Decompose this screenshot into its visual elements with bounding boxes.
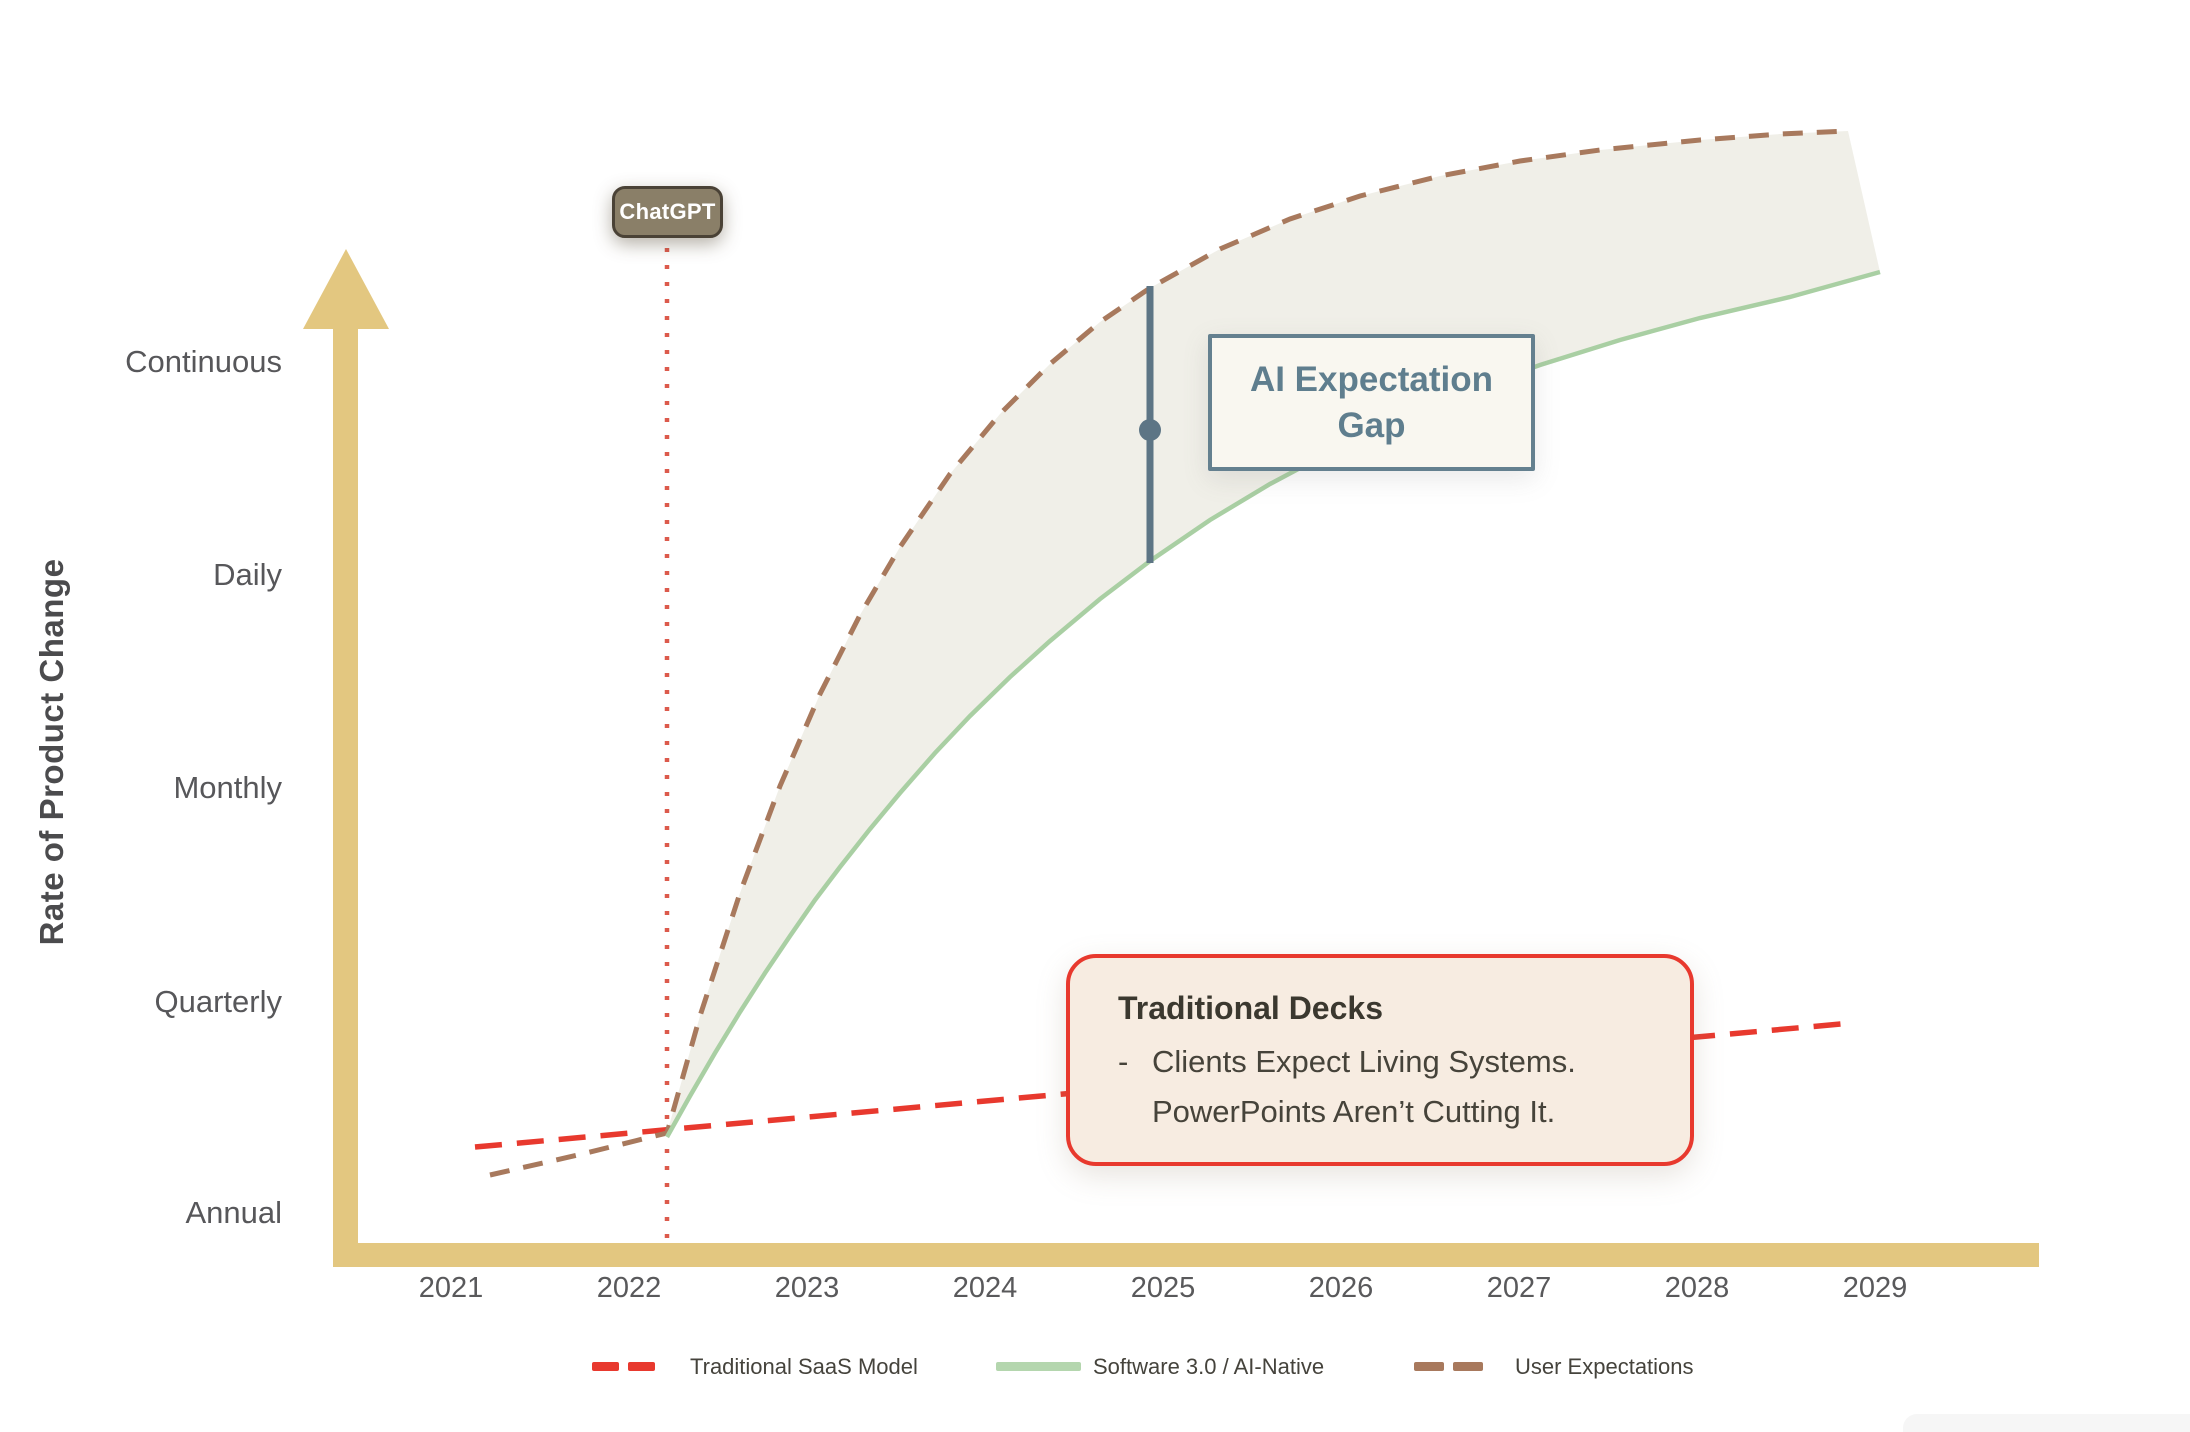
y-axis-arrowhead [303, 249, 389, 329]
brown-dash-segment [1453, 1362, 1483, 1371]
legend-label-traditional-saas: Traditional SaaS Model [690, 1354, 918, 1379]
red-dash-segment [592, 1362, 619, 1371]
red-dash-segment [628, 1362, 655, 1371]
decks-callout-body: Clients Expect Living Systems. PowerPoin… [1152, 1037, 1576, 1137]
legend-label-software-3: Software 3.0 / AI-Native [1093, 1354, 1325, 1379]
x-tick-2027: 2027 [1486, 1272, 1552, 1304]
x-tick-2022: 2022 [596, 1272, 662, 1304]
gap-box-line1: AI Expectation [1249, 359, 1494, 399]
bottom-right-corner-shape [1903, 1414, 2190, 1432]
decks-callout-line1: Clients Expect Living Systems. [1152, 1044, 1576, 1079]
brown-dash-segment [1414, 1362, 1444, 1371]
x-axis-bar [333, 1243, 2039, 1267]
user-expectations-curve [489, 128, 1849, 1178]
decks-callout-line2: PowerPoints Aren’t Cutting It. [1152, 1094, 1556, 1129]
x-tick-2023: 2023 [774, 1272, 840, 1304]
decks-callout-title: Traditional Decks [1118, 990, 1383, 1026]
x-tick-2021: 2021 [418, 1272, 484, 1304]
bullet-dash: - [1118, 1044, 1129, 1079]
y-tick-annual: Annual [185, 1195, 282, 1230]
gap-box-line2: Gap [1337, 405, 1406, 445]
x-tick-2025: 2025 [1130, 1272, 1196, 1304]
chatgpt-badge: ChatGPT [612, 186, 723, 238]
y-tick-continuous: Continuous [125, 344, 282, 379]
x-tick-2024: 2024 [952, 1272, 1018, 1304]
y-tick-quarterly: Quarterly [154, 984, 282, 1019]
x-tick-2029: 2029 [1842, 1272, 1908, 1304]
y-axis-title: Rate of Product Change [33, 558, 70, 946]
traditional-decks-callout: Traditional Decks - Clients Expect Livin… [1066, 954, 1694, 1166]
x-tick-2028: 2028 [1664, 1272, 1730, 1304]
decks-callout-bullet-item: - Clients Expect Living Systems. PowerPo… [1118, 1037, 1660, 1137]
green-solid-segment [996, 1362, 1081, 1371]
legend-label-user-expectations: User Expectations [1515, 1354, 1694, 1379]
y-axis-bar [333, 327, 358, 1267]
expectation-gap-band [667, 131, 1880, 1137]
legend-swatch-user-expectations [1414, 1362, 1483, 1371]
gap-marker-dot [1139, 419, 1161, 441]
y-tick-daily: Daily [213, 557, 282, 592]
legend-swatch-traditional-saas [592, 1362, 655, 1371]
y-tick-monthly: Monthly [173, 770, 282, 805]
ai-expectation-gap-box: AI Expectation Gap [1208, 334, 1535, 471]
legend-swatch-software-3 [996, 1362, 1081, 1371]
x-tick-2026: 2026 [1308, 1272, 1374, 1304]
